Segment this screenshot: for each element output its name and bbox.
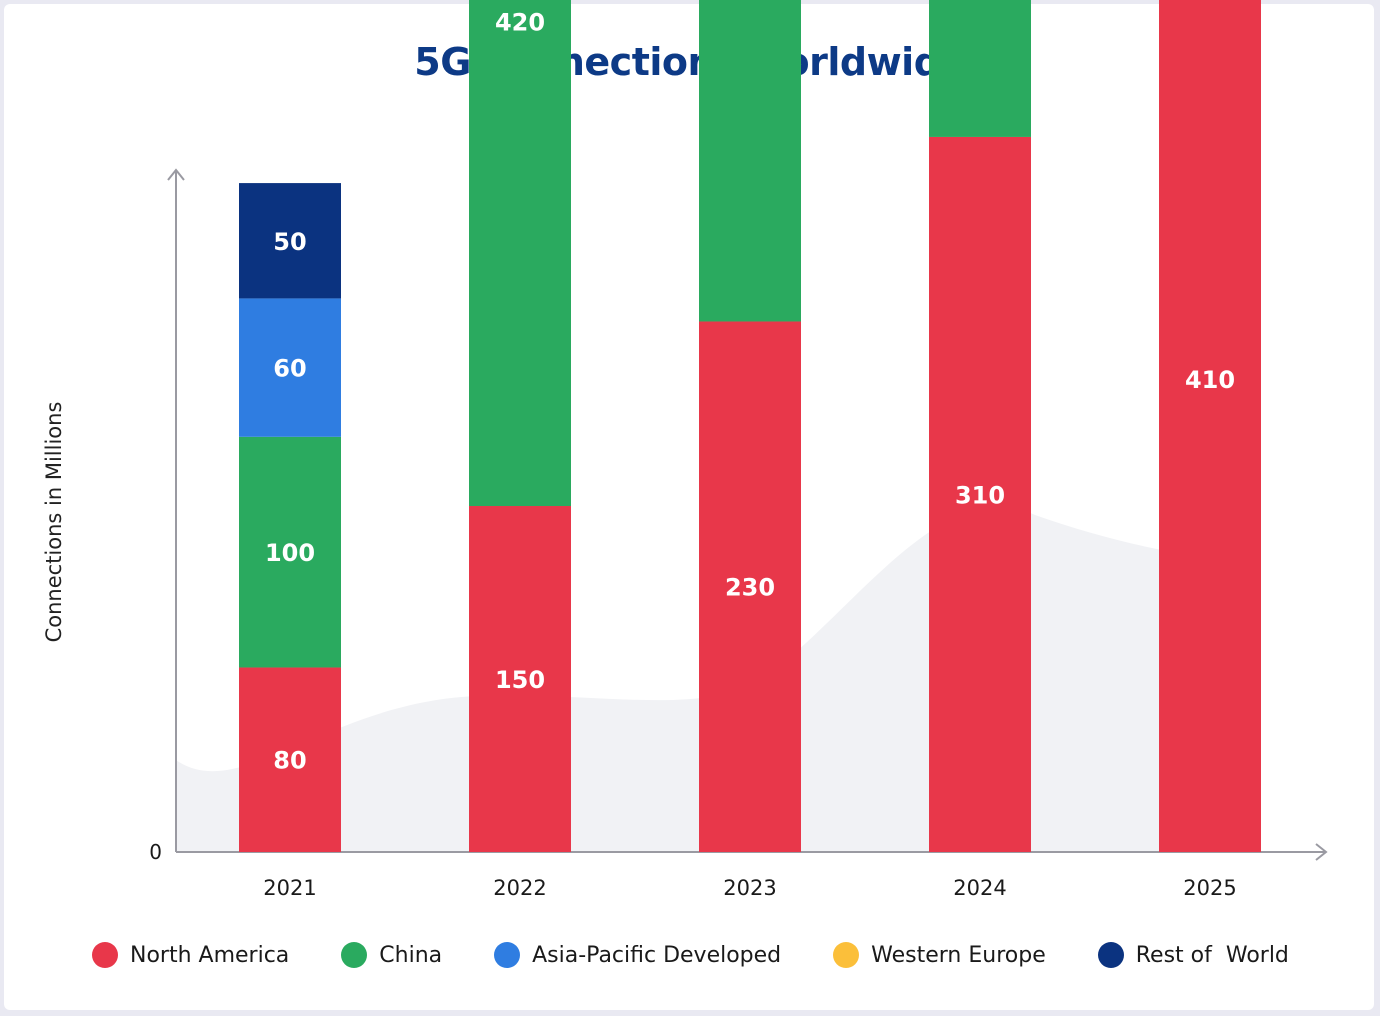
x-tick-label: 2024: [953, 876, 1006, 900]
legend-item-western-europe: Western Europe: [833, 942, 1046, 968]
legend-label: China: [379, 942, 443, 968]
data-label-2021-asia-pacific-developed: 60: [273, 355, 306, 383]
legend-label: North America: [130, 942, 290, 968]
data-label-2021-north-america: 80: [273, 747, 306, 775]
legend-swatch: [833, 942, 860, 968]
bar-2024-north-america: [929, 136, 1031, 853]
data-label-2021-rest-of-world: 50: [273, 228, 306, 256]
legend-label: Western Europe: [871, 942, 1046, 968]
legend-swatch: [92, 942, 118, 968]
legend-item-asia-pacific-developed: Asia-Pacific Developed: [494, 942, 781, 968]
y-tick-label: 0: [149, 840, 162, 864]
legend-label: Rest of World: [1135, 942, 1289, 968]
y-axis-label: Connections in Millions: [42, 401, 66, 643]
legend-item-north-america: North America: [92, 942, 289, 968]
data-label-2021-china: 100: [265, 539, 315, 567]
data-label-2022-china: 420: [495, 9, 545, 37]
x-tick-label: 2021: [263, 876, 316, 900]
bar-2021-china: [239, 436, 341, 668]
bar-2021-north-america: [239, 667, 341, 852]
legend-item-rest-of-world: Rest of World: [1097, 942, 1289, 968]
legend-swatch: [1097, 942, 1124, 968]
data-label-2022-north-america: 150: [495, 666, 545, 694]
data-label-2025-north-america: 410: [1185, 366, 1235, 394]
x-tick-label: 2025: [1183, 876, 1236, 900]
x-axis-arrow: [1315, 843, 1328, 861]
bar-2023-north-america: [699, 321, 801, 852]
bar-2021-rest-of-world: [239, 183, 341, 299]
bar-2022-north-america: [469, 506, 571, 852]
x-tick-label: 2023: [723, 876, 776, 900]
x-tick-label: 2022: [493, 876, 546, 900]
legend-swatch: [494, 942, 521, 968]
legend-item-china: China: [341, 942, 442, 968]
legend: North America China Asia-Pacific Developed…: [92, 942, 1289, 968]
bar-2022-china: [469, 0, 571, 507]
data-label-2023-north-america: 230: [725, 574, 775, 602]
bar-2021-asia-pacific-developed: [239, 298, 341, 437]
bar-2024-china: [929, 0, 1031, 137]
bar-2025-north-america: [1159, 0, 1261, 852]
bar-2023-china: [699, 0, 801, 322]
legend-label: Asia-Pacific Developed: [532, 942, 782, 968]
legend-swatch: [341, 942, 368, 968]
data-label-2024-north-america: 310: [955, 481, 1005, 509]
y-axis-arrow: [167, 168, 185, 181]
